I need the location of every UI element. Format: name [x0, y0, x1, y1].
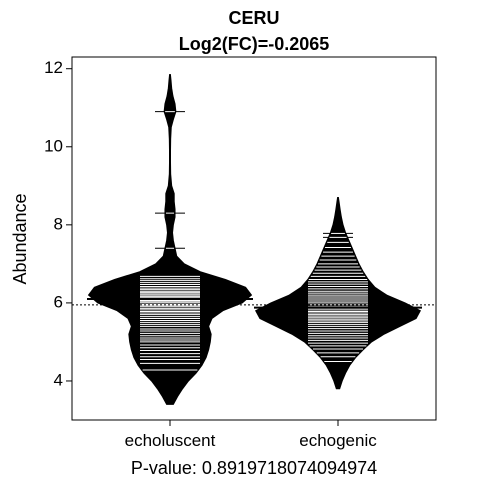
- y-tick-label: 8: [54, 214, 63, 233]
- y-tick-label: 6: [54, 292, 63, 311]
- beans-layer: [89, 75, 421, 405]
- y-axis: 4 6 8 10 12: [44, 58, 72, 389]
- x-axis-label: P-value: 0.8919718074094974: [131, 458, 377, 478]
- chart-subtitle: Log2(FC)=-0.2065: [179, 34, 330, 54]
- y-tick-label: 10: [44, 136, 63, 155]
- chart-title: CERU: [228, 8, 279, 28]
- y-tick-label: 12: [44, 58, 63, 77]
- plot-frame: [72, 57, 436, 420]
- x-axis: echoluscent echogenic: [125, 420, 378, 450]
- y-tick-label: 4: [54, 370, 63, 389]
- y-axis-label: Abundance: [10, 193, 30, 284]
- x-tick-label-echoluscent: echoluscent: [125, 431, 216, 450]
- x-tick-label-echogenic: echogenic: [299, 431, 377, 450]
